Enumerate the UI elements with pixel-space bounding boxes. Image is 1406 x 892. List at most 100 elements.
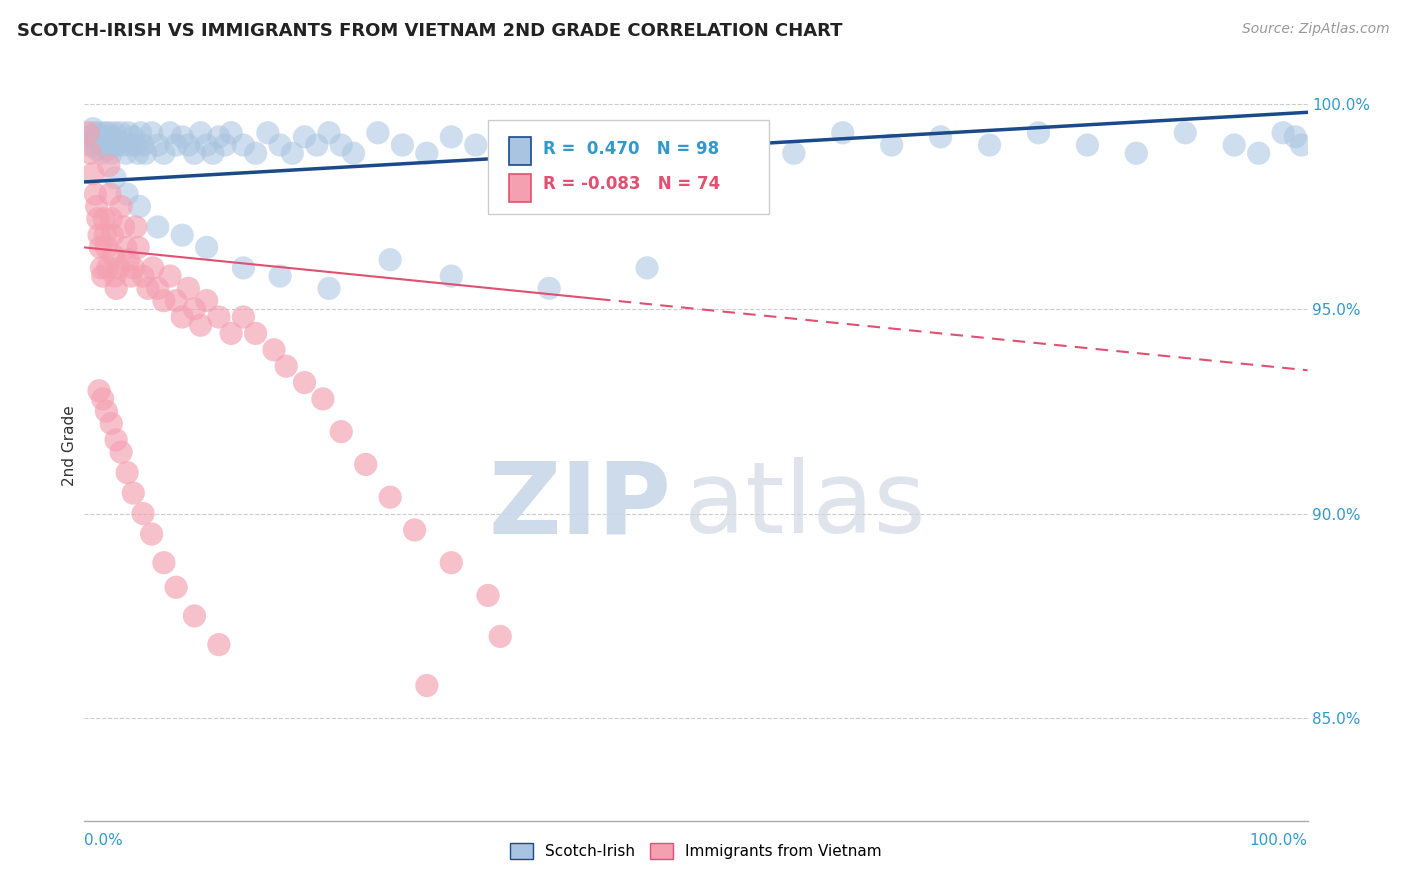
Text: ZIP: ZIP (489, 458, 672, 555)
Point (97, 142, 120, 156)
Text: 0.0%: 0.0% (84, 833, 124, 848)
Point (101, 228, 124, 243)
Point (129, 126, 152, 140)
Point (195, 293, 218, 308)
Point (100, 146, 122, 161)
Point (172, 228, 194, 243)
Point (153, 556, 176, 570)
Point (122, 486, 145, 500)
Point (195, 138, 218, 153)
Point (380, 252, 402, 267)
Point (165, 293, 187, 308)
Text: SCOTCH-IRISH VS IMMIGRANTS FROM VIETNAM 2ND GRADE CORRELATION CHART: SCOTCH-IRISH VS IMMIGRANTS FROM VIETNAM … (17, 22, 842, 40)
Point (263, 343, 285, 357)
Point (1291, 138, 1313, 153)
Point (87, 211, 110, 226)
Point (122, 129, 145, 144)
Point (93, 211, 115, 226)
Point (91, 269, 114, 284)
Point (276, 359, 298, 373)
Point (232, 260, 254, 275)
Point (159, 269, 181, 284)
Point (107, 260, 129, 275)
Point (1223, 138, 1246, 153)
Point (464, 138, 486, 153)
Point (112, 138, 135, 153)
Point (153, 146, 176, 161)
FancyBboxPatch shape (488, 120, 769, 214)
Point (1028, 126, 1050, 140)
Point (110, 126, 132, 140)
Point (1247, 146, 1270, 161)
Point (107, 134, 129, 148)
Point (101, 129, 124, 144)
Point (135, 146, 157, 161)
Point (586, 138, 609, 153)
Point (477, 589, 499, 603)
Point (165, 138, 187, 153)
Point (232, 138, 254, 153)
Point (96, 134, 118, 148)
Point (208, 638, 231, 652)
Point (636, 129, 658, 144)
Point (100, 417, 122, 431)
Point (685, 126, 707, 140)
Point (183, 301, 205, 316)
Point (127, 240, 149, 254)
Point (89, 240, 111, 254)
Point (783, 146, 806, 161)
Point (142, 260, 165, 275)
Point (104, 126, 127, 140)
Point (391, 138, 413, 153)
Point (257, 126, 280, 140)
Point (86, 142, 108, 156)
Point (94, 126, 117, 140)
Point (96, 404, 118, 418)
Point (342, 146, 364, 161)
Point (98, 187, 121, 202)
Point (172, 129, 194, 144)
Point (929, 129, 952, 144)
Point (87, 384, 110, 398)
Point (104, 269, 127, 284)
Point (91, 129, 114, 144)
Point (1272, 126, 1295, 140)
Point (105, 138, 128, 153)
Bar (509, 136, 531, 165)
Point (232, 310, 254, 324)
Point (90, 146, 112, 161)
Point (115, 146, 138, 161)
Point (94, 228, 117, 243)
Point (153, 293, 176, 308)
Point (93, 138, 115, 153)
Point (183, 608, 205, 623)
Point (354, 458, 377, 472)
Point (141, 126, 163, 140)
Point (159, 126, 181, 140)
Point (79, 146, 101, 161)
Point (440, 556, 463, 570)
Point (87, 126, 110, 140)
Point (128, 199, 150, 213)
Point (132, 269, 155, 284)
Point (219, 126, 242, 140)
Point (208, 310, 231, 324)
Point (190, 318, 212, 333)
Point (513, 138, 536, 153)
Point (294, 376, 316, 390)
Point (734, 138, 756, 153)
Point (100, 211, 122, 226)
Point (416, 679, 439, 693)
Point (380, 490, 402, 504)
Point (98, 138, 121, 153)
Point (103, 249, 125, 263)
Point (105, 281, 128, 295)
Point (89, 138, 111, 153)
Point (208, 129, 231, 144)
Point (79, 129, 101, 144)
Point (538, 146, 561, 161)
Legend: Scotch-Irish, Immigrants from Vietnam: Scotch-Irish, Immigrants from Vietnam (503, 838, 889, 865)
Point (77, 126, 100, 140)
Point (110, 445, 132, 459)
Text: Source: ZipAtlas.com: Source: ZipAtlas.com (1241, 22, 1389, 37)
